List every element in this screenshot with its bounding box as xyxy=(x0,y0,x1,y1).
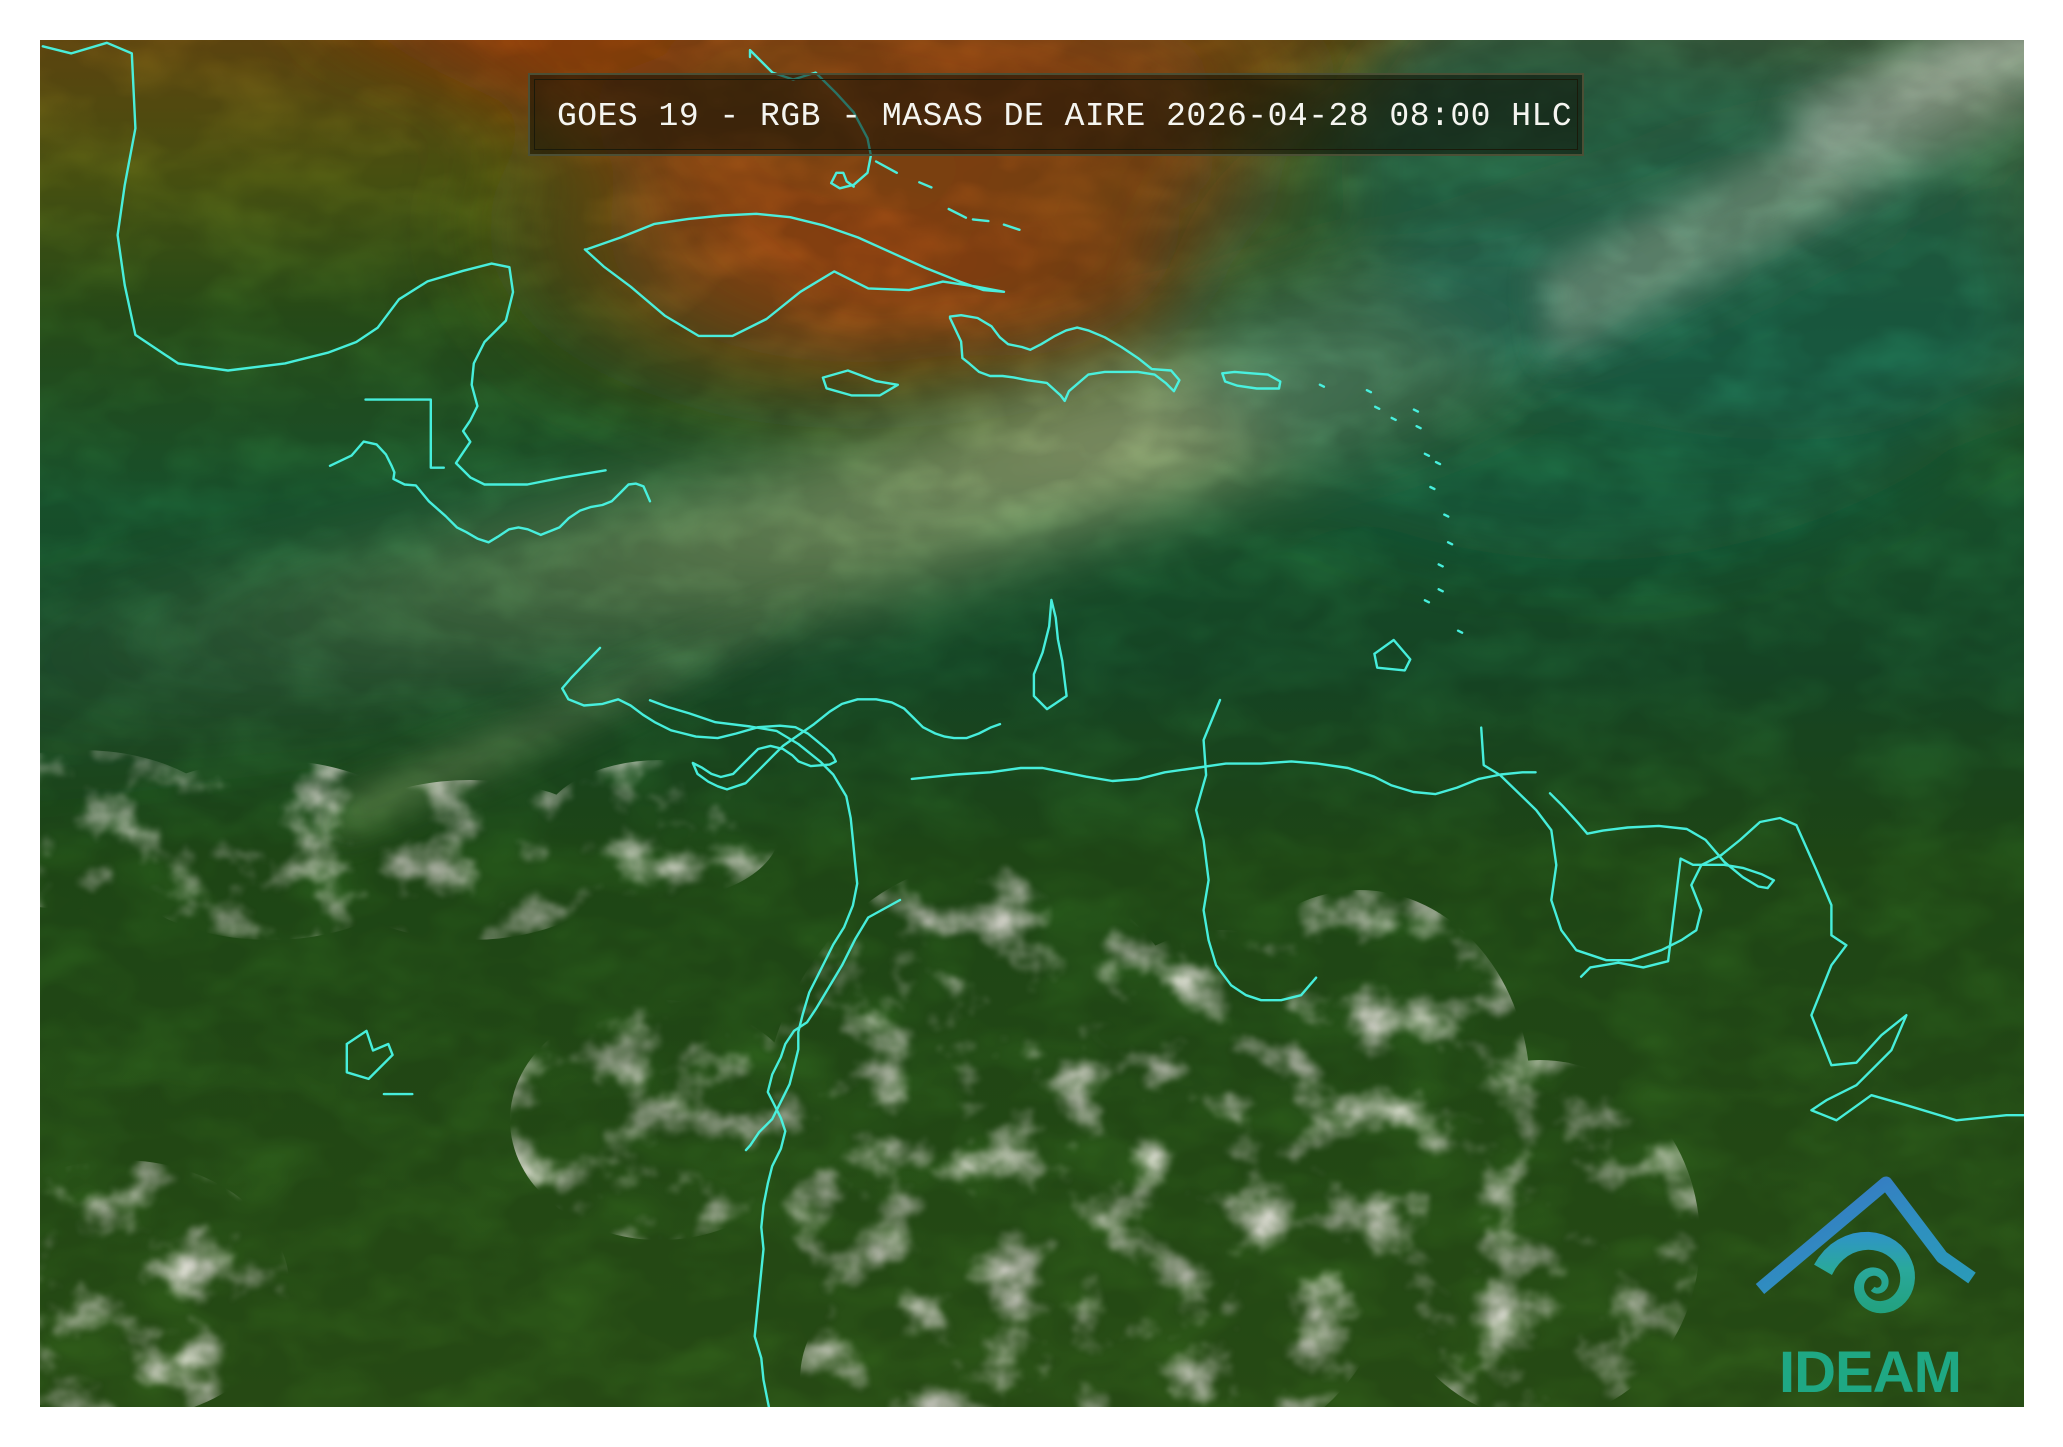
svg-text:IDEAM: IDEAM xyxy=(1779,1340,1961,1405)
